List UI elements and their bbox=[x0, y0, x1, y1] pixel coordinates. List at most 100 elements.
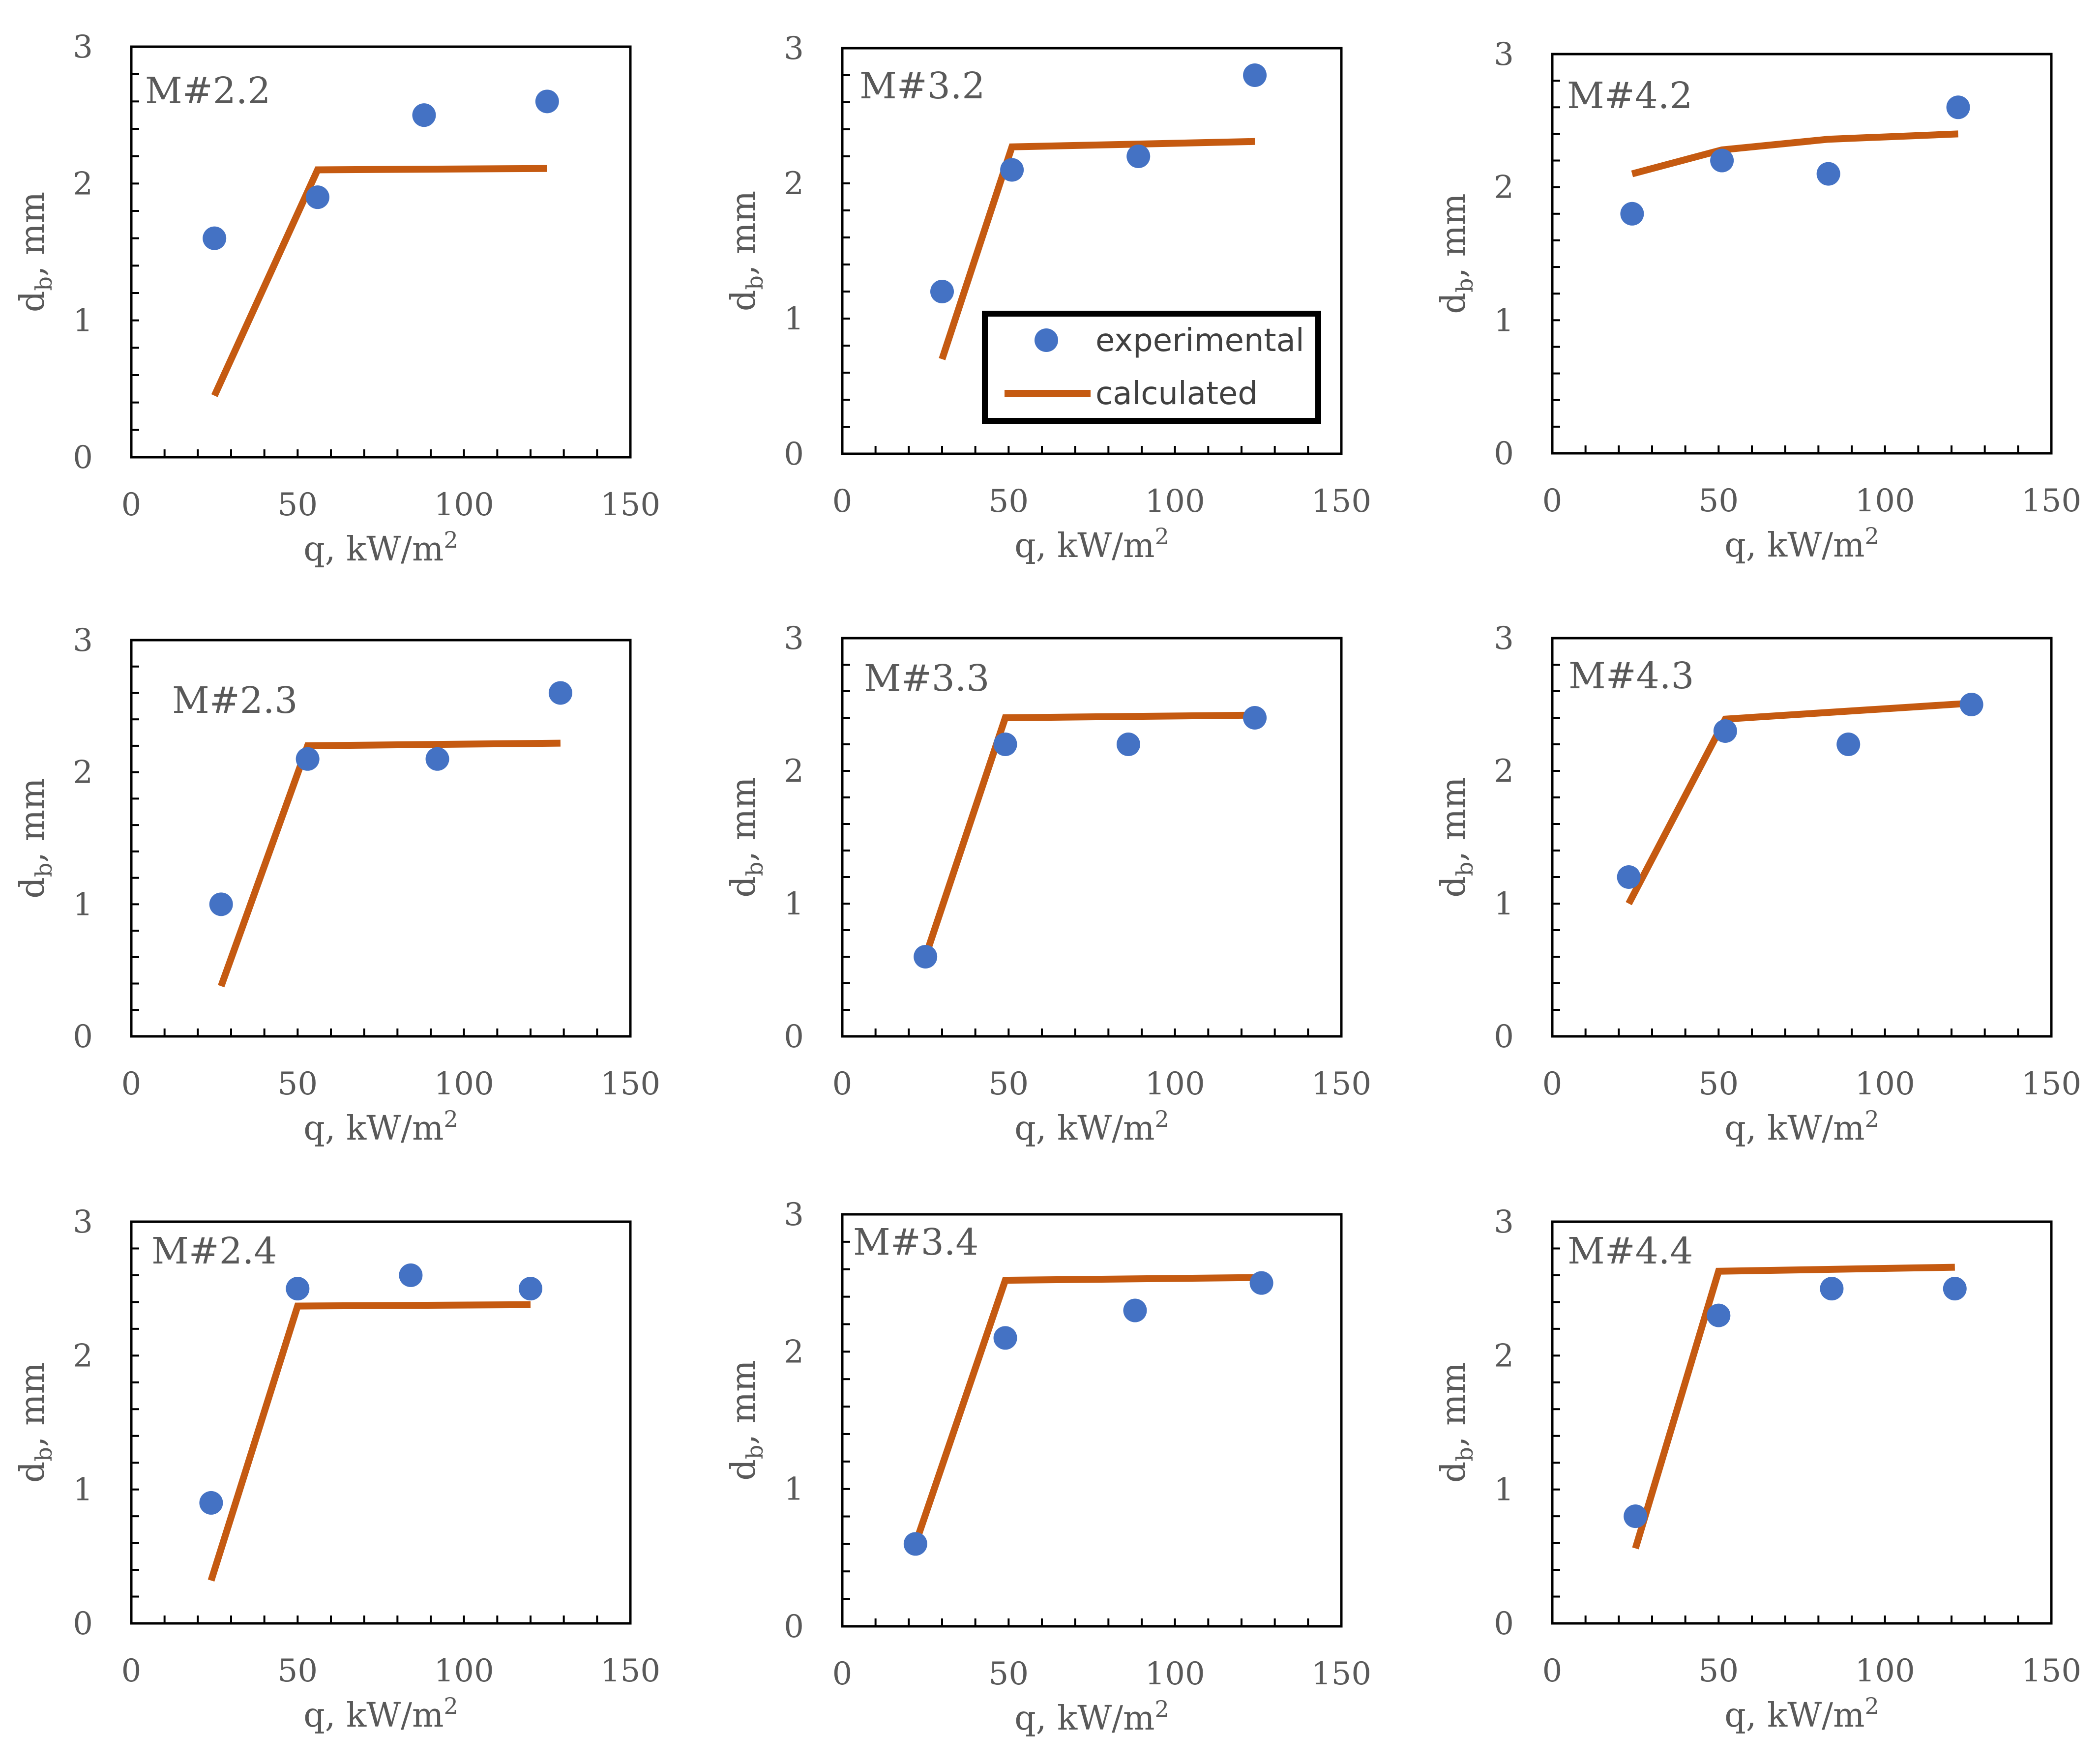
y-tick-label: 0 bbox=[784, 436, 804, 472]
y-axis-label-unit: , mm bbox=[13, 1362, 52, 1447]
x-axis-label-main: q, kW/m bbox=[1014, 1699, 1154, 1738]
x-axis-label: q, kW/m2 bbox=[303, 1693, 458, 1735]
x-axis-label-sup: 2 bbox=[1154, 1106, 1169, 1132]
x-tick-label: 0 bbox=[832, 1656, 853, 1692]
panel-title: M#2.2 bbox=[145, 70, 270, 112]
y-tick-label: 3 bbox=[1494, 1204, 1514, 1240]
legend-calculated-label: calculated bbox=[1095, 376, 1258, 412]
y-tick-label: 1 bbox=[73, 1472, 93, 1508]
y-axis-label: db, mm bbox=[724, 777, 768, 897]
x-tick-label: 150 bbox=[2021, 483, 2081, 519]
experimental-point bbox=[1820, 1277, 1844, 1301]
calculated-line bbox=[912, 1274, 1262, 1545]
panel-title: M#3.4 bbox=[853, 1221, 978, 1263]
x-tick-label: 150 bbox=[1311, 483, 1371, 520]
plot-frame bbox=[1551, 637, 2053, 1038]
y-axis-label-unit: , mm bbox=[724, 191, 763, 275]
x-tick-label: 100 bbox=[1855, 1066, 1915, 1102]
y-axis-label: db, mm bbox=[13, 1362, 57, 1483]
experimental-point bbox=[1959, 693, 1983, 716]
x-axis-label: q, kW/m2 bbox=[1724, 523, 1879, 565]
y-axis-label: db, mm bbox=[724, 191, 768, 311]
calculated-line bbox=[207, 1301, 531, 1582]
y-axis-label-unit: , mm bbox=[724, 1360, 763, 1444]
calculated-line bbox=[1626, 700, 1972, 906]
x-axis-label-main: q, kW/m bbox=[1014, 1109, 1154, 1148]
y-axis-label-main: d bbox=[1434, 293, 1473, 314]
y-tick-label: 0 bbox=[1494, 436, 1514, 472]
calculated-line bbox=[1632, 1263, 1955, 1550]
y-tick-label: 2 bbox=[1494, 1338, 1514, 1374]
plot-frame bbox=[841, 637, 1343, 1038]
y-axis-label: db, mm bbox=[1434, 193, 1478, 314]
x-axis-label: q, kW/m2 bbox=[1724, 1106, 1879, 1148]
panel-title: M#4.2 bbox=[1567, 75, 1692, 117]
x-tick-label: 50 bbox=[989, 483, 1029, 520]
y-axis-label: db, mm bbox=[724, 1360, 768, 1480]
x-tick-label: 0 bbox=[121, 1066, 142, 1102]
plot-frame bbox=[841, 47, 1343, 455]
x-axis-label-sup: 2 bbox=[444, 527, 458, 553]
y-axis-label-unit: , mm bbox=[1434, 193, 1473, 278]
experimental-point bbox=[1000, 158, 1024, 182]
x-tick-label: 150 bbox=[1311, 1066, 1371, 1102]
panel-title: M#3.2 bbox=[859, 65, 985, 107]
plot-frame bbox=[130, 639, 632, 1038]
y-tick-label: 3 bbox=[784, 1197, 804, 1233]
x-tick-label: 50 bbox=[278, 1653, 318, 1689]
calculated-line bbox=[218, 739, 561, 988]
x-axis-label-sup: 2 bbox=[1864, 523, 1879, 549]
y-tick-label: 1 bbox=[784, 1471, 804, 1508]
x-tick-label: 50 bbox=[989, 1656, 1029, 1692]
x-tick-label: 0 bbox=[121, 487, 142, 523]
experimental-point bbox=[305, 185, 329, 209]
legend: experimental calculated bbox=[982, 311, 1321, 424]
x-axis-label: q, kW/m2 bbox=[1724, 1693, 1879, 1735]
experimental-point bbox=[1710, 148, 1734, 173]
experimental-point bbox=[1836, 733, 1861, 756]
legend-experimental-marker bbox=[1035, 328, 1058, 352]
y-axis-label: db, mm bbox=[1434, 777, 1478, 897]
y-tick-label: 2 bbox=[73, 1338, 93, 1374]
y-tick-label: 2 bbox=[73, 166, 93, 202]
x-axis-label: q, kW/m2 bbox=[303, 527, 458, 569]
x-tick-label: 50 bbox=[1699, 483, 1739, 519]
y-tick-label: 0 bbox=[73, 1019, 93, 1055]
x-tick-label: 0 bbox=[832, 483, 853, 520]
experimental-point bbox=[1816, 162, 1840, 186]
x-axis-label-sup: 2 bbox=[1154, 1696, 1169, 1722]
plot-frame bbox=[130, 45, 632, 459]
y-axis-label-unit: , mm bbox=[724, 777, 763, 861]
experimental-point bbox=[1617, 865, 1641, 889]
x-axis-label-main: q, kW/m bbox=[1014, 527, 1154, 565]
panel-title: M#4.3 bbox=[1568, 655, 1694, 697]
x-axis-label-main: q, kW/m bbox=[1724, 1696, 1864, 1735]
experimental-point bbox=[1116, 733, 1140, 756]
y-axis-label: db, mm bbox=[13, 192, 57, 312]
experimental-point bbox=[993, 1326, 1017, 1350]
y-axis-label-unit: , mm bbox=[1434, 777, 1473, 861]
y-tick-label: 0 bbox=[1494, 1606, 1514, 1642]
panel-title: M#2.3 bbox=[172, 679, 297, 722]
x-axis-label-main: q, kW/m bbox=[1724, 526, 1864, 565]
x-axis-label-main: q, kW/m bbox=[1724, 1109, 1864, 1148]
x-tick-label: 100 bbox=[1145, 483, 1205, 520]
x-axis-label-sup: 2 bbox=[444, 1693, 458, 1719]
x-axis-label: q, kW/m2 bbox=[1014, 1106, 1169, 1148]
y-axis-label: db, mm bbox=[1434, 1362, 1478, 1483]
x-tick-label: 0 bbox=[121, 1653, 142, 1689]
y-axis-label: db, mm bbox=[13, 778, 57, 898]
legend-experimental-label: experimental bbox=[1095, 323, 1304, 359]
x-tick-label: 50 bbox=[1699, 1653, 1739, 1689]
experimental-point bbox=[930, 280, 954, 303]
x-tick-label: 100 bbox=[1145, 1066, 1205, 1102]
y-tick-label: 2 bbox=[1494, 753, 1514, 790]
y-axis-label-main: d bbox=[724, 876, 763, 898]
y-tick-label: 2 bbox=[73, 755, 93, 791]
y-tick-label: 3 bbox=[73, 29, 93, 65]
